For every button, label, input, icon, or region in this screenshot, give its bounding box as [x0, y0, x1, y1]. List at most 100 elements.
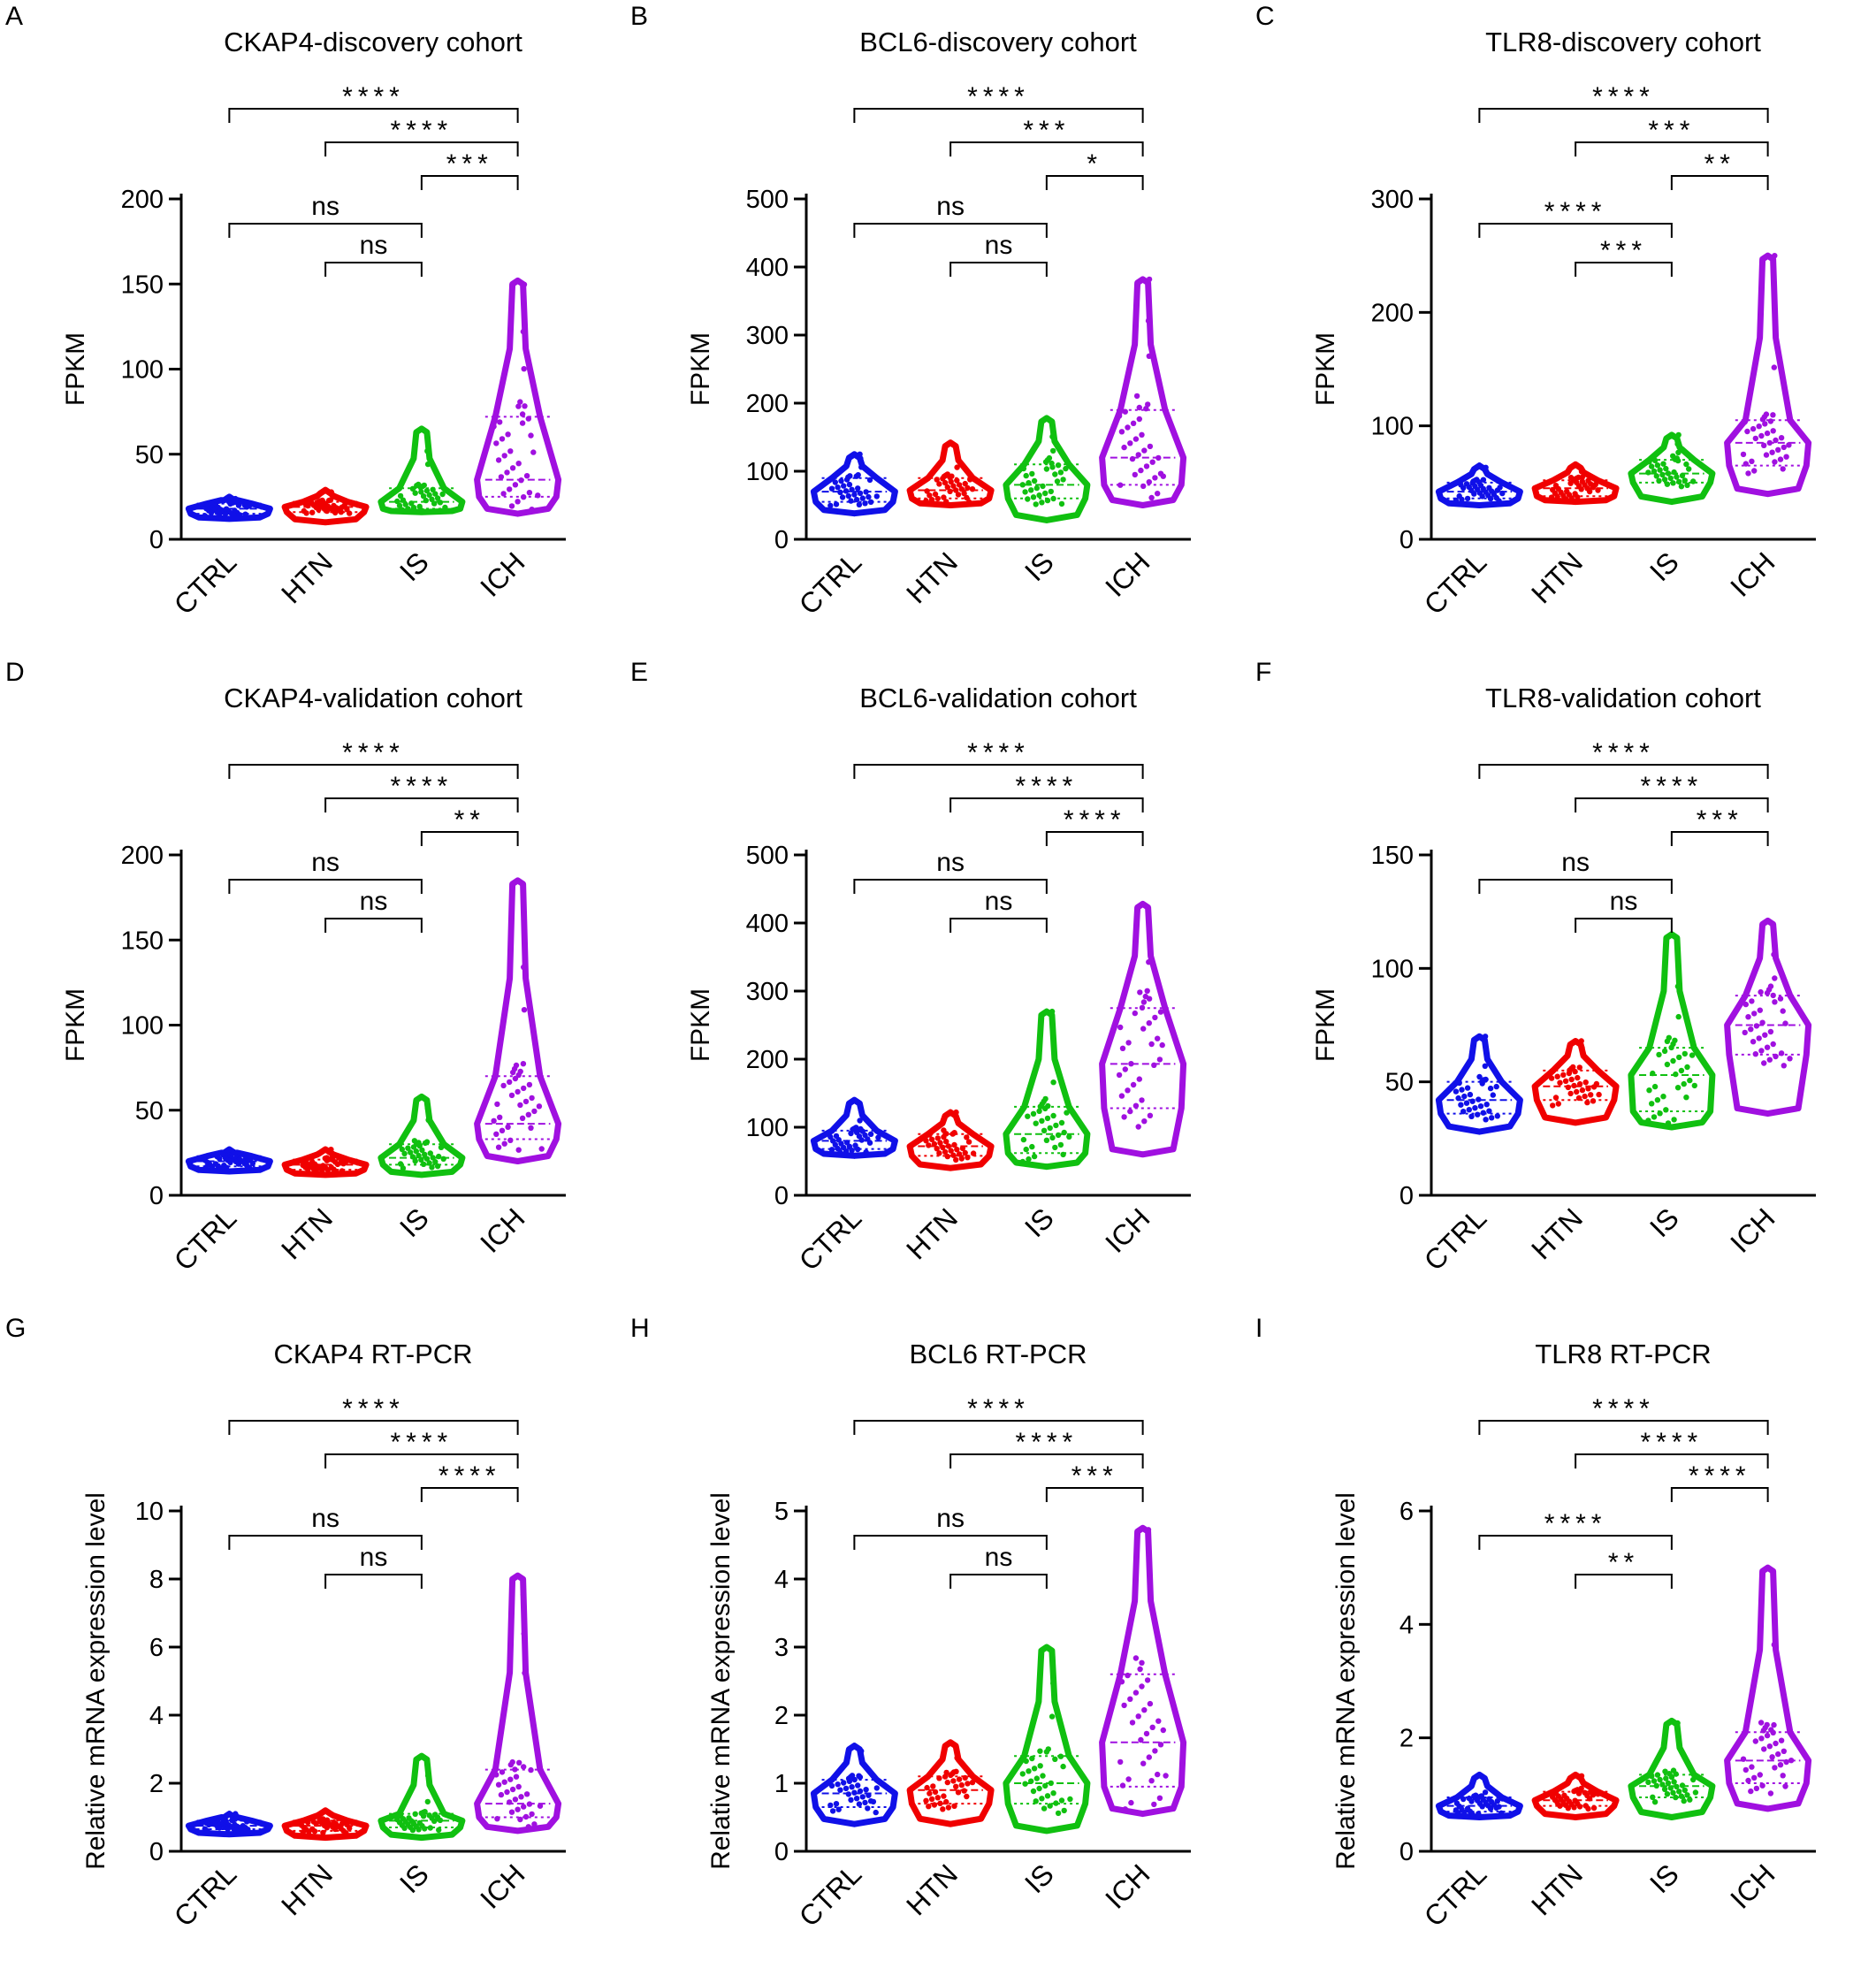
- data-point: [1152, 1014, 1158, 1021]
- data-point: [1571, 1082, 1577, 1089]
- data-point: [1670, 1767, 1677, 1773]
- data-point: [512, 1766, 518, 1773]
- data-point: [1661, 1048, 1668, 1055]
- data-point: [1475, 1111, 1481, 1117]
- significance-label: *: [1087, 149, 1102, 179]
- violin-outline: [1435, 1033, 1523, 1135]
- data-point: [1490, 1092, 1496, 1098]
- data-point: [940, 1806, 946, 1812]
- significance-bracket: ****: [1478, 82, 1769, 123]
- data-point: [1595, 487, 1601, 493]
- data-point: [324, 1157, 330, 1163]
- data-point: [1651, 468, 1658, 475]
- data-point: [508, 503, 515, 509]
- data-point: [401, 1150, 408, 1156]
- data-point: [423, 1156, 431, 1162]
- data-point: [1487, 1805, 1494, 1812]
- data-point: [1139, 1004, 1146, 1011]
- significance-label: ns: [1561, 848, 1590, 877]
- data-point: [954, 1116, 960, 1122]
- bracket-line: [853, 1535, 1048, 1550]
- data-point: [410, 504, 417, 511]
- data-point: [1578, 1773, 1585, 1779]
- significance-label: ***: [1600, 236, 1647, 265]
- data-point: [955, 492, 962, 498]
- x-tick-label: CTRL: [1418, 545, 1493, 621]
- significance-bracket: ***: [1575, 236, 1673, 277]
- data-point: [962, 1774, 968, 1781]
- significance-label: ns: [311, 1504, 339, 1533]
- significance-label: ns: [936, 848, 965, 877]
- data-point: [1054, 478, 1061, 484]
- data-point: [420, 1161, 427, 1167]
- data-point: [504, 469, 510, 476]
- data-point: [849, 1784, 855, 1790]
- violin-ctrl: [1435, 462, 1523, 508]
- data-point: [1061, 1129, 1067, 1136]
- data-point: [1662, 1768, 1668, 1774]
- data-point: [1149, 1724, 1155, 1730]
- data-point: [955, 1789, 962, 1796]
- significance-label: ****: [967, 738, 1030, 767]
- violin-outline: [810, 1096, 898, 1159]
- data-point: [1667, 475, 1674, 482]
- data-point: [1670, 1057, 1676, 1064]
- bracket-line: [1478, 764, 1769, 779]
- x-tick-label: IS: [1018, 1201, 1060, 1243]
- significance-bracket: ****: [949, 1428, 1144, 1468]
- data-point: [1152, 1748, 1158, 1754]
- data-point: [1050, 447, 1056, 454]
- data-point: [1146, 959, 1152, 965]
- data-point: [843, 488, 850, 494]
- data-point: [500, 491, 507, 497]
- bracket-line: [1478, 879, 1673, 894]
- data-point: [203, 1163, 210, 1171]
- data-point: [950, 1152, 957, 1158]
- data-point: [1048, 1780, 1054, 1787]
- violin-outline: [1724, 917, 1812, 1117]
- data-point: [426, 1160, 432, 1166]
- data-point: [1554, 493, 1560, 500]
- data-point: [934, 1795, 941, 1801]
- data-point: [1019, 482, 1026, 488]
- significance-label: ****: [391, 1428, 454, 1457]
- y-axis-label: FPKM: [686, 988, 715, 1062]
- data-point: [837, 1787, 843, 1793]
- data-point: [521, 1764, 527, 1770]
- data-point: [1026, 480, 1032, 486]
- data-point: [1758, 432, 1765, 439]
- data-point: [1458, 1102, 1464, 1108]
- data-point: [1678, 1793, 1685, 1799]
- data-point: [1575, 1790, 1582, 1796]
- data-point: [1788, 1758, 1795, 1764]
- data-point: [1030, 494, 1037, 500]
- data-point: [1144, 1677, 1151, 1683]
- data-point: [1649, 1101, 1655, 1107]
- data-point: [1020, 465, 1027, 472]
- data-point: [1568, 495, 1575, 501]
- data-point: [833, 501, 840, 507]
- data-point: [1463, 1100, 1470, 1106]
- data-point: [521, 1007, 528, 1013]
- data-point: [1659, 1781, 1666, 1788]
- data-point: [512, 1796, 519, 1803]
- x-tick-label: ICH: [1099, 1201, 1155, 1258]
- data-point: [1742, 1029, 1748, 1036]
- data-point: [1567, 475, 1575, 481]
- data-point: [424, 1105, 431, 1111]
- data-point: [866, 493, 872, 500]
- data-point: [924, 488, 930, 494]
- data-point: [945, 1804, 952, 1811]
- data-point: [217, 1156, 223, 1162]
- data-point: [521, 366, 527, 372]
- data-point: [1674, 1720, 1681, 1727]
- data-point: [1664, 1791, 1671, 1797]
- data-point: [1675, 431, 1682, 439]
- violin-ich: [1099, 900, 1187, 1158]
- data-point: [853, 496, 860, 503]
- significance-label: ****: [1641, 772, 1704, 801]
- violin-outline: [281, 1146, 370, 1179]
- data-point: [857, 451, 863, 457]
- data-point: [1148, 494, 1155, 501]
- data-point: [1675, 449, 1682, 455]
